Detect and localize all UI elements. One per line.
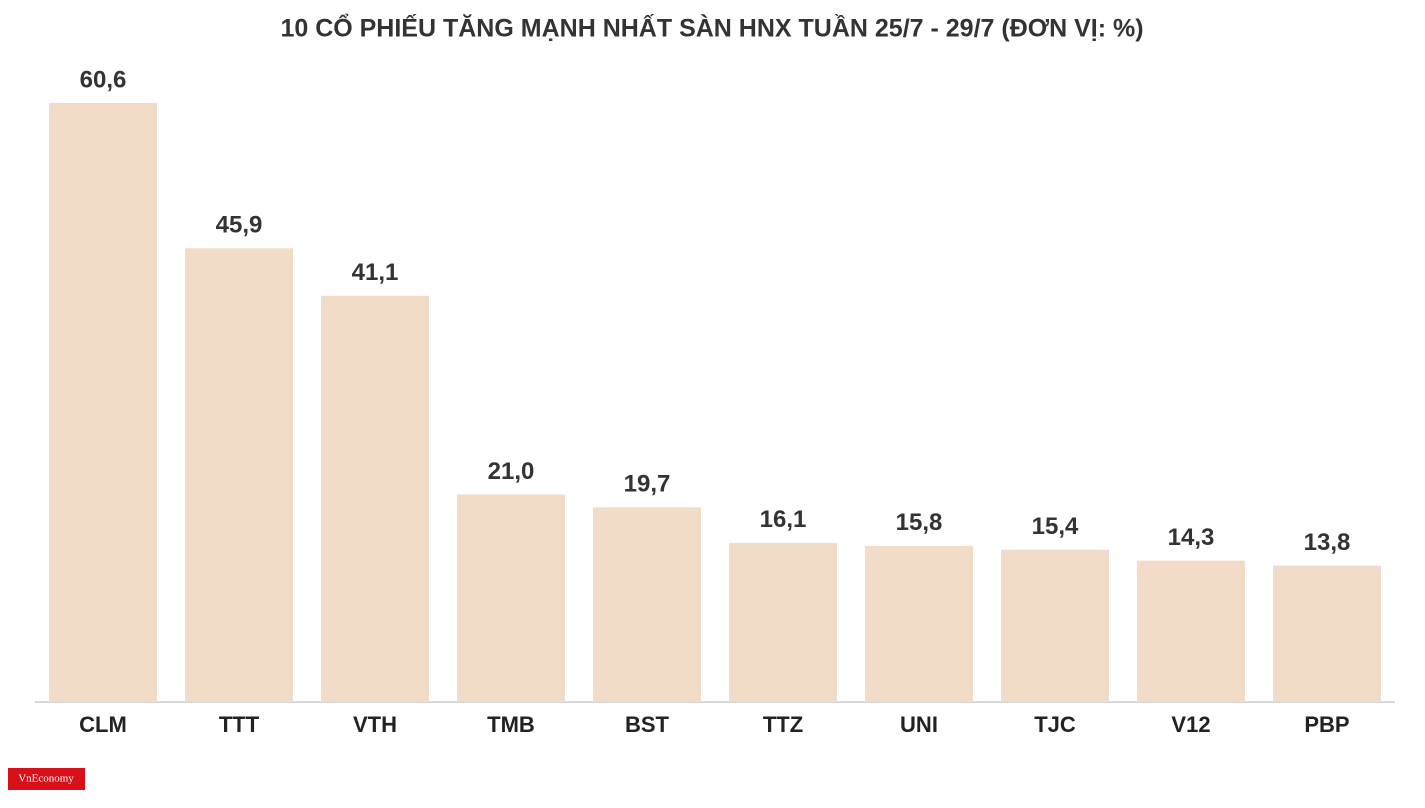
value-label: 13,8 xyxy=(1304,529,1351,556)
bar xyxy=(49,103,157,702)
bar xyxy=(593,507,701,702)
x-tick-label: PBP xyxy=(1304,712,1349,737)
value-label: 19,7 xyxy=(624,471,671,498)
logo-box xyxy=(8,768,85,790)
value-label: 15,4 xyxy=(1032,513,1079,540)
x-tick-label: V12 xyxy=(1171,712,1210,737)
x-tick-label: CLM xyxy=(79,712,127,737)
value-label: 16,1 xyxy=(760,506,807,533)
bar xyxy=(1137,560,1245,702)
x-tick-label: TTT xyxy=(219,712,260,737)
x-tick-label: BST xyxy=(625,712,670,737)
value-label: 21,0 xyxy=(488,458,535,485)
x-tick-label: VTH xyxy=(353,712,397,737)
value-label: 60,6 xyxy=(80,66,127,93)
logo: VnEconomy xyxy=(18,773,74,785)
x-tick-label: TMB xyxy=(487,712,535,737)
value-label: 14,3 xyxy=(1168,524,1215,551)
x-tick-label: UNI xyxy=(900,712,938,737)
value-label: 45,9 xyxy=(216,212,263,239)
bar xyxy=(185,248,293,702)
bar xyxy=(321,295,429,702)
bar xyxy=(865,545,973,702)
chart-title: 10 CỔ PHIẾU TĂNG MẠNH NHẤT SÀN HNX TUẦN … xyxy=(280,13,1143,43)
value-label: 41,1 xyxy=(352,259,399,286)
bar xyxy=(1273,565,1381,702)
value-label: 15,8 xyxy=(896,509,943,536)
x-tick-label: TJC xyxy=(1034,712,1076,737)
bar xyxy=(457,494,565,702)
bar xyxy=(1001,549,1109,702)
x-tick-label: TTZ xyxy=(763,712,803,737)
bar xyxy=(729,542,837,702)
